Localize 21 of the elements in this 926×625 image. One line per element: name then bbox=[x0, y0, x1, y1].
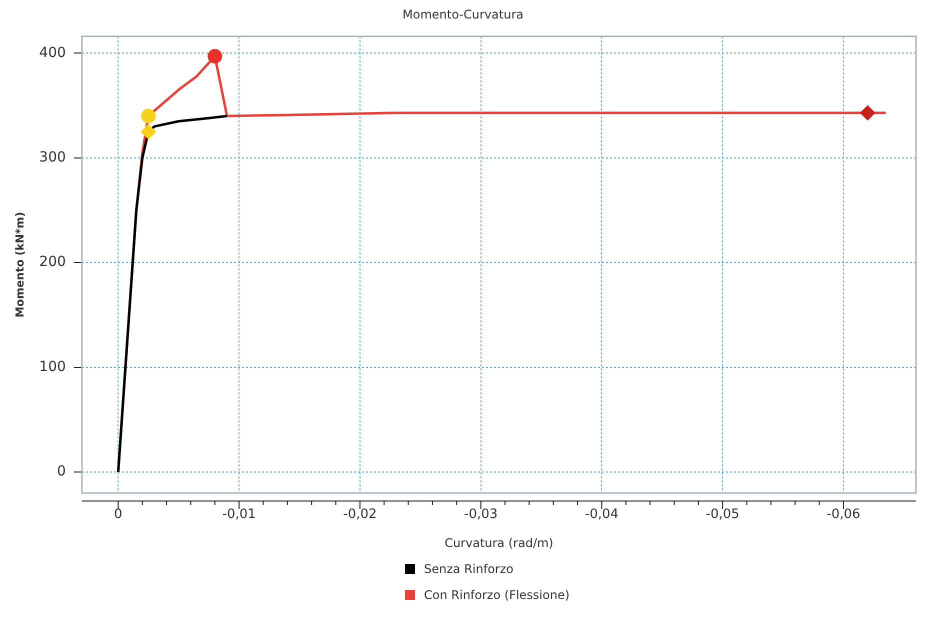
x-tick-label: -0,01 bbox=[222, 507, 256, 522]
y-tick-label: 200 bbox=[39, 254, 66, 270]
y-tick-label: 300 bbox=[39, 150, 66, 166]
x-tick-label: -0,04 bbox=[584, 507, 619, 522]
point bbox=[141, 124, 156, 139]
x-tick-label: 0 bbox=[114, 507, 122, 522]
point bbox=[860, 106, 875, 120]
point bbox=[208, 49, 222, 64]
x-tick-label: -0,06 bbox=[826, 507, 860, 522]
x-tick-label: -0,02 bbox=[343, 507, 377, 522]
x-tick-label: -0,03 bbox=[464, 507, 498, 522]
x-axis-title: Curvatura (rad/m) bbox=[444, 536, 554, 550]
x-tick-label: -0,05 bbox=[706, 507, 740, 522]
y-tick-label: 400 bbox=[39, 44, 66, 61]
chart-title: Momento-Curvatura bbox=[402, 7, 524, 22]
legend-label: Senza Rinforzo bbox=[424, 562, 514, 576]
legend-label: Con Rinforzo (Flessione) bbox=[424, 588, 570, 602]
y-tick-label: 100 bbox=[39, 358, 66, 375]
point bbox=[141, 108, 156, 124]
y-axis-title: Momento (kN*m) bbox=[13, 212, 26, 318]
y-tick-label: 0 bbox=[57, 464, 66, 480]
